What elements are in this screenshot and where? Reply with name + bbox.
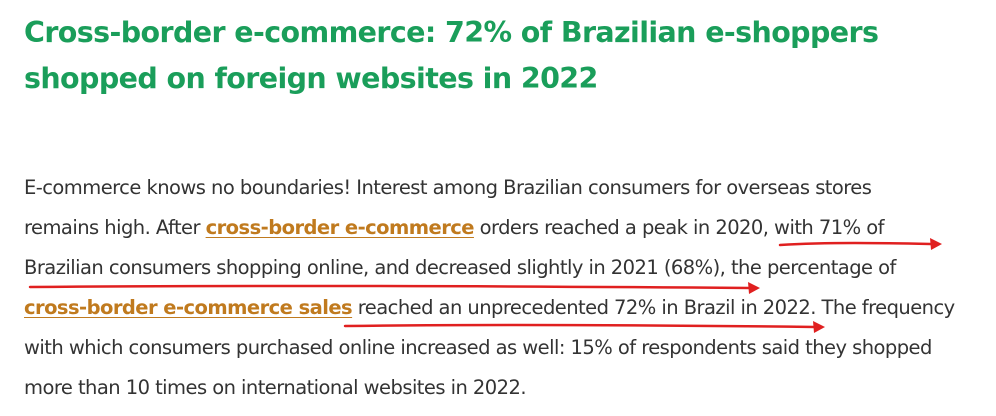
article-paragraph: E-commerce knows no boundaries! Interest…: [24, 168, 984, 408]
paragraph-text: orders reached a peak in 2020, with 71% …: [473, 216, 885, 239]
paragraph-line-5: with which consumers purchased online in…: [24, 336, 932, 359]
paragraph-line-1: E-commerce knows no boundaries! Interest…: [24, 176, 872, 199]
paragraph-line-6: more than 10 times on international webs…: [24, 376, 527, 399]
headline-line-2: shopped on foreign websites in 2022: [24, 62, 598, 95]
headline-line-1: Cross-border e-commerce: 72% of Brazilia…: [24, 16, 879, 49]
paragraph-text: reached an unprecedented 72% in Brazil i…: [352, 296, 955, 319]
cross-border-ecommerce-sales-link[interactable]: cross-border e-commerce sales: [24, 296, 353, 319]
article-headline: Cross-border e-commerce: 72% of Brazilia…: [24, 10, 984, 102]
paragraph-line-4: cross-border e-commerce sales reached an…: [24, 288, 984, 328]
cross-border-ecommerce-link[interactable]: cross-border e-commerce: [205, 216, 475, 239]
paragraph-line-3: Brazilian consumers shopping online, and…: [24, 256, 896, 279]
paragraph-text: remains high. After: [24, 216, 206, 239]
paragraph-line-2: remains high. After cross-border e-comme…: [24, 208, 984, 248]
